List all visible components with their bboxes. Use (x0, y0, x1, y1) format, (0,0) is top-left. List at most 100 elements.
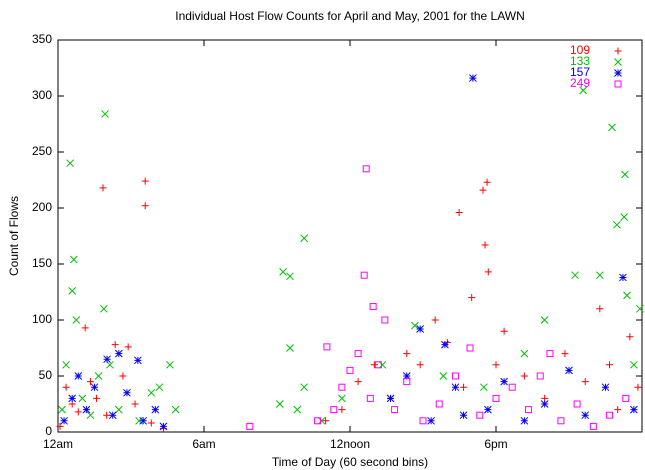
point (74, 372, 83, 380)
point (419, 417, 427, 425)
point (620, 213, 629, 221)
point (68, 287, 77, 295)
legend-marker (614, 69, 622, 77)
y-tick-label: 200 (32, 200, 52, 214)
chart-title: Individual Host Flow Counts for April an… (175, 9, 525, 23)
point (124, 343, 132, 351)
point (455, 208, 463, 216)
point (439, 372, 448, 380)
legend-marker (614, 80, 622, 88)
point (139, 416, 148, 425)
point (323, 343, 331, 351)
point (520, 349, 529, 358)
point (441, 340, 449, 349)
point (623, 291, 631, 300)
point (619, 273, 627, 282)
point (103, 411, 111, 419)
point (595, 271, 604, 280)
point (362, 165, 370, 173)
point (60, 416, 68, 425)
point (435, 400, 443, 408)
point (557, 417, 565, 425)
legend-label: 249 (570, 76, 590, 90)
point (581, 378, 589, 386)
point (354, 350, 362, 358)
point (416, 361, 424, 369)
point (90, 383, 99, 392)
point (431, 316, 439, 324)
point (151, 405, 160, 414)
point (159, 422, 168, 431)
point (99, 304, 108, 313)
point (579, 86, 588, 95)
point (601, 383, 610, 392)
point (338, 383, 346, 391)
y-axis-label: Count of Flows (7, 196, 21, 276)
point (479, 186, 487, 194)
point (279, 267, 287, 276)
point (286, 272, 294, 281)
point (561, 350, 569, 358)
point (314, 417, 322, 425)
point (524, 406, 532, 414)
y-tick-label: 250 (32, 144, 52, 158)
point (402, 372, 411, 380)
point (94, 372, 103, 380)
point (103, 355, 111, 364)
legend-label: 109 (570, 43, 590, 57)
point (391, 406, 399, 414)
point (484, 268, 492, 276)
point (476, 411, 484, 419)
y-tick-label: 100 (32, 312, 52, 326)
point (86, 378, 94, 386)
x-tick-label: 6am (192, 437, 215, 451)
point (374, 361, 382, 369)
point (546, 350, 554, 358)
point (581, 411, 590, 420)
point (134, 356, 142, 365)
point (114, 405, 123, 414)
point (58, 405, 66, 414)
point (571, 271, 579, 280)
point (500, 377, 508, 386)
point (171, 405, 180, 414)
legend-label: 157 (570, 65, 590, 79)
point (101, 110, 109, 118)
point (481, 241, 489, 249)
point (520, 372, 528, 380)
point (626, 333, 634, 341)
point (62, 383, 70, 391)
point (613, 220, 621, 229)
y-tick-label: 50 (39, 368, 53, 382)
x-tick-label: 12am (43, 437, 73, 451)
point (606, 361, 614, 369)
point (536, 372, 544, 380)
point (630, 360, 638, 369)
x-tick-label: 12noon (330, 437, 370, 451)
point (403, 378, 411, 386)
point (147, 388, 156, 397)
point (354, 378, 362, 386)
point (411, 321, 419, 330)
point (573, 400, 581, 408)
point (634, 383, 642, 391)
point (275, 400, 284, 408)
point (62, 360, 70, 369)
point (370, 361, 378, 369)
point (468, 294, 476, 302)
point (492, 361, 500, 369)
x-axis-label: Time of Day (60 second bins) (272, 455, 428, 469)
point (378, 360, 387, 369)
point (606, 411, 614, 419)
point (483, 178, 491, 186)
point (293, 405, 302, 414)
point (155, 383, 164, 392)
point (166, 360, 174, 369)
point (66, 159, 75, 168)
legend-marker (614, 58, 622, 66)
point (520, 416, 529, 425)
point (300, 383, 309, 392)
point (403, 350, 411, 358)
point (636, 304, 644, 313)
point (479, 383, 488, 392)
